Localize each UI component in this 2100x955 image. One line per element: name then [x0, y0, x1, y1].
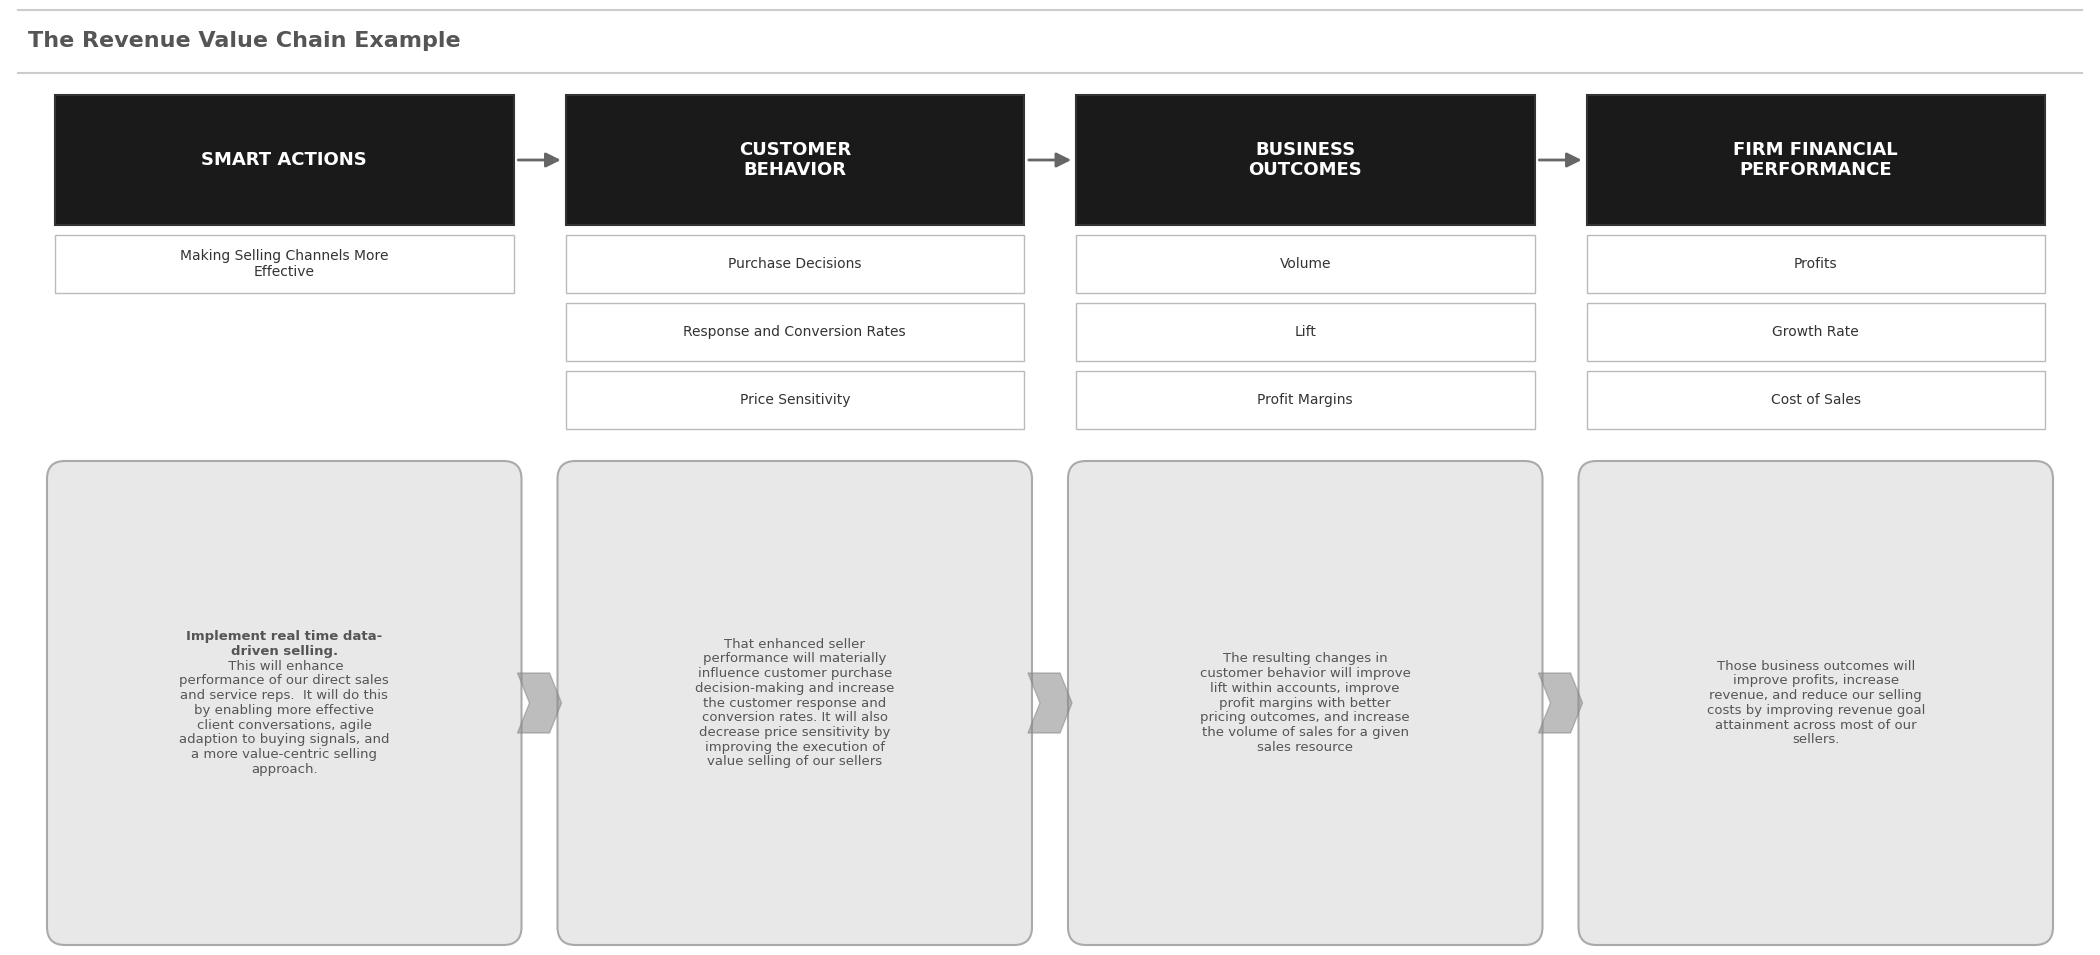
Text: profit margins with better: profit margins with better: [1220, 696, 1390, 710]
Text: a more value-centric selling: a more value-centric selling: [191, 748, 378, 761]
Text: approach.: approach.: [250, 763, 317, 775]
Text: Volume: Volume: [1279, 257, 1331, 271]
Text: That enhanced seller: That enhanced seller: [724, 638, 865, 650]
FancyBboxPatch shape: [1586, 371, 2045, 429]
Text: conversion rates. It will also: conversion rates. It will also: [701, 711, 888, 724]
Text: decrease price sensitivity by: decrease price sensitivity by: [699, 726, 890, 739]
Text: The Revenue Value Chain Example: The Revenue Value Chain Example: [27, 32, 460, 52]
Text: CUSTOMER
BEHAVIOR: CUSTOMER BEHAVIOR: [739, 140, 850, 180]
Text: SMART ACTIONS: SMART ACTIONS: [202, 151, 368, 169]
Text: FIRM FINANCIAL
PERFORMANCE: FIRM FINANCIAL PERFORMANCE: [1732, 140, 1898, 180]
Text: pricing outcomes, and increase: pricing outcomes, and increase: [1201, 711, 1409, 724]
Polygon shape: [1029, 673, 1071, 733]
Text: the customer response and: the customer response and: [704, 696, 886, 710]
Text: Cost of Sales: Cost of Sales: [1770, 393, 1861, 407]
Text: improve profits, increase: improve profits, increase: [1732, 674, 1898, 688]
Text: decision-making and increase: decision-making and increase: [695, 682, 895, 695]
Text: The resulting changes in: The resulting changes in: [1222, 652, 1388, 666]
Text: performance will materially: performance will materially: [704, 652, 886, 666]
FancyBboxPatch shape: [1075, 303, 1535, 361]
FancyBboxPatch shape: [1579, 461, 2054, 945]
Text: Making Selling Channels More
Effective: Making Selling Channels More Effective: [181, 249, 388, 279]
Text: sales resource: sales resource: [1258, 741, 1352, 753]
Text: Price Sensitivity: Price Sensitivity: [739, 393, 850, 407]
Polygon shape: [517, 673, 561, 733]
FancyBboxPatch shape: [1586, 303, 2045, 361]
Text: influence customer purchase: influence customer purchase: [697, 667, 892, 680]
FancyBboxPatch shape: [55, 95, 514, 225]
Text: sellers.: sellers.: [1791, 733, 1840, 746]
Text: Lift: Lift: [1294, 325, 1317, 339]
Text: customer behavior will improve: customer behavior will improve: [1199, 667, 1411, 680]
Text: Growth Rate: Growth Rate: [1772, 325, 1858, 339]
Text: Purchase Decisions: Purchase Decisions: [729, 257, 861, 271]
Text: performance of our direct sales: performance of our direct sales: [178, 674, 388, 688]
Polygon shape: [1539, 673, 1583, 733]
Text: driven selling.: driven selling.: [231, 645, 338, 658]
FancyBboxPatch shape: [565, 95, 1025, 225]
FancyBboxPatch shape: [55, 235, 514, 293]
Text: lift within accounts, improve: lift within accounts, improve: [1210, 682, 1401, 695]
Text: Response and Conversion Rates: Response and Conversion Rates: [682, 325, 905, 339]
Text: client conversations, agile: client conversations, agile: [197, 718, 372, 732]
Text: Those business outcomes will: Those business outcomes will: [1716, 660, 1915, 672]
Text: Profits: Profits: [1793, 257, 1838, 271]
FancyBboxPatch shape: [1586, 95, 2045, 225]
Text: attainment across most of our: attainment across most of our: [1716, 718, 1917, 732]
FancyBboxPatch shape: [565, 371, 1025, 429]
Text: revenue, and reduce our selling: revenue, and reduce our selling: [1709, 690, 1922, 702]
Text: costs by improving revenue goal: costs by improving revenue goal: [1707, 704, 1926, 717]
Text: by enabling more effective: by enabling more effective: [193, 704, 374, 717]
Text: the volume of sales for a given: the volume of sales for a given: [1201, 726, 1409, 739]
Text: and service reps.  It will do this: and service reps. It will do this: [181, 690, 388, 702]
FancyBboxPatch shape: [1586, 235, 2045, 293]
Text: Implement real time data-: Implement real time data-: [187, 630, 382, 644]
FancyBboxPatch shape: [1069, 461, 1544, 945]
FancyBboxPatch shape: [1075, 371, 1535, 429]
Text: adaption to buying signals, and: adaption to buying signals, and: [178, 733, 388, 746]
FancyBboxPatch shape: [565, 235, 1025, 293]
FancyBboxPatch shape: [46, 461, 521, 945]
Text: BUSINESS
OUTCOMES: BUSINESS OUTCOMES: [1247, 140, 1363, 180]
Text: improving the execution of: improving the execution of: [706, 741, 884, 753]
FancyBboxPatch shape: [1075, 95, 1535, 225]
Text: Profit Margins: Profit Margins: [1258, 393, 1352, 407]
FancyBboxPatch shape: [1075, 235, 1535, 293]
FancyBboxPatch shape: [565, 303, 1025, 361]
FancyBboxPatch shape: [556, 461, 1031, 945]
Text: This will enhance: This will enhance: [225, 660, 344, 672]
Text: value selling of our sellers: value selling of our sellers: [708, 755, 882, 769]
